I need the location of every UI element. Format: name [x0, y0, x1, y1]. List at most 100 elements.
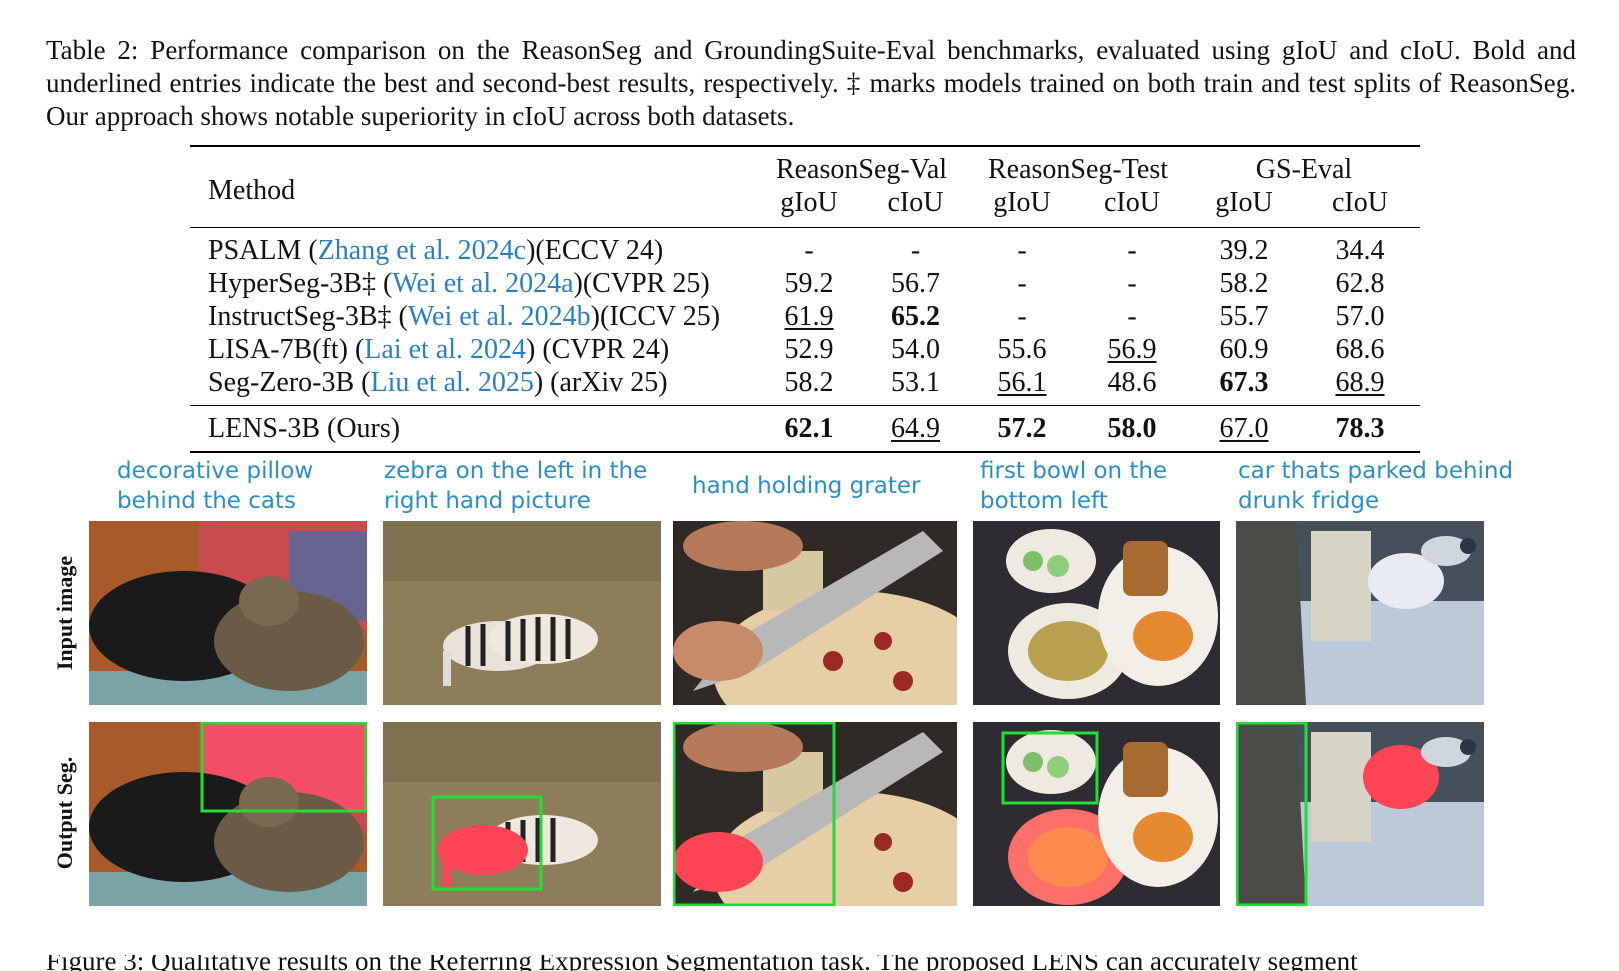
query-label-4: first bowl on the bottom left — [980, 458, 1168, 514]
cell-value: 65.2 — [891, 301, 940, 332]
table-cell: 55.7 — [1188, 300, 1300, 333]
cell-value: 58.0 — [1107, 413, 1157, 444]
cell-value: 59.2 — [784, 268, 834, 299]
method-name: LENS-3B (Ours) — [190, 405, 755, 453]
subheader: gIoU — [993, 187, 1051, 218]
cell-value: 56.9 — [1107, 334, 1157, 365]
method-name: HyperSeg-3B‡ (Wei et al. 2024a)(CVPR 25) — [190, 267, 755, 300]
table-cell: 68.6 — [1300, 333, 1420, 366]
cell-value: 78.3 — [1335, 413, 1385, 444]
subheader: gIoU — [780, 187, 838, 218]
method-name: Seg-Zero-3B (Liu et al. 2025) (arXiv 25) — [190, 366, 755, 406]
cell-value: 34.4 — [1335, 235, 1385, 266]
table-cell: 54.0 — [863, 333, 968, 366]
table-cell: 68.9 — [1300, 366, 1420, 406]
cell-value: 57.2 — [997, 413, 1047, 444]
output-image-street — [1236, 722, 1484, 906]
output-image-grater — [673, 722, 957, 906]
input-image-bowls — [973, 521, 1220, 705]
subheader: gIoU — [1215, 187, 1273, 218]
table-cell: 58.0 — [1076, 405, 1188, 453]
method-label: InstructSeg-3B‡ ( — [208, 301, 408, 332]
table-cell: 67.3 — [1188, 366, 1300, 406]
cell-value: 53.1 — [891, 367, 940, 398]
input-image-grater — [673, 521, 957, 705]
query-label-1: decorative pillow behind the cats — [117, 458, 314, 514]
table-cell: 57.2 — [968, 405, 1076, 453]
cell-value: 57.0 — [1335, 301, 1385, 332]
cell-value: 55.6 — [997, 334, 1047, 365]
output-image-bowls — [973, 722, 1220, 906]
group-header-gs-eval: GS-Eval — [1188, 145, 1420, 186]
cell-value: 68.9 — [1335, 367, 1385, 398]
table-cell: - — [968, 300, 1076, 333]
table-cell: 56.9 — [1076, 333, 1188, 366]
table-cell: 67.0 — [1188, 405, 1300, 453]
table-cell: 61.9 — [755, 300, 863, 333]
query-labels: decorative pillow behind the cats zebra … — [0, 458, 1619, 540]
cell-value: - — [1127, 235, 1137, 266]
cell-value: 60.9 — [1219, 334, 1269, 365]
method-header: Method — [190, 145, 755, 228]
output-image-zebras — [383, 722, 661, 906]
query-label-2: zebra on the left in the right hand pict… — [384, 458, 648, 514]
citation-link[interactable]: Wei et al. 2024b — [407, 301, 591, 332]
venue-label: ) (arXiv 25) — [533, 367, 668, 398]
venue-label: )(CVPR 25) — [573, 268, 710, 299]
cell-value: 68.6 — [1335, 334, 1385, 365]
method-label: HyperSeg-3B‡ ( — [208, 268, 393, 299]
cell-value: 67.3 — [1219, 367, 1269, 398]
table-cell: 62.8 — [1300, 267, 1420, 300]
table-row: InstructSeg-3B‡ (Wei et al. 2024b)(ICCV … — [190, 300, 1420, 333]
figure-caption: Figure 3: Qualitative results on the Ref… — [46, 955, 1358, 971]
table-cell: 58.2 — [1188, 267, 1300, 300]
results-table: Method ReasonSeg-Val ReasonSeg-Test GS-E… — [190, 145, 1420, 453]
table-cell: - — [1076, 267, 1188, 300]
table-cell: 48.6 — [1076, 366, 1188, 406]
input-image-zebras — [383, 521, 661, 705]
method-name: PSALM (Zhang et al. 2024c)(ECCV 24) — [190, 227, 755, 267]
table-cell: - — [1076, 227, 1188, 267]
table-row: Seg-Zero-3B (Liu et al. 2025) (arXiv 25)… — [190, 366, 1420, 406]
table-cell: 53.1 — [863, 366, 968, 406]
table-cell: 56.7 — [863, 267, 968, 300]
table-cell: 39.2 — [1188, 227, 1300, 267]
cell-value: 56.7 — [891, 268, 940, 299]
cell-value: 55.7 — [1219, 301, 1269, 332]
table-cell: 58.2 — [755, 366, 863, 406]
table-cell: - — [755, 227, 863, 267]
citation-link[interactable]: Lai et al. 2024 — [364, 334, 527, 365]
output-image-cats — [89, 722, 367, 906]
cell-value: 54.0 — [891, 334, 940, 365]
citation-link[interactable]: Zhang et al. 2024c — [317, 235, 527, 266]
table-cell: 52.9 — [755, 333, 863, 366]
group-header-reasonseg-val: ReasonSeg-Val — [755, 145, 968, 186]
method-label: PSALM ( — [208, 235, 318, 266]
cell-value: 62.1 — [784, 413, 834, 444]
cell-value: - — [1127, 301, 1137, 332]
venue-label: )(ICCV 25) — [590, 301, 721, 332]
table-cell: 55.6 — [968, 333, 1076, 366]
method-label: LISA-7B(ft) ( — [208, 334, 365, 365]
venue-label: )(ECCV 24) — [526, 235, 664, 266]
cell-value: 58.2 — [784, 367, 834, 398]
citation-link[interactable]: Wei et al. 2024a — [392, 268, 574, 299]
method-label: LENS-3B (Ours) — [208, 413, 401, 444]
cell-value: 39.2 — [1219, 235, 1269, 266]
citation-link[interactable]: Liu et al. 2025 — [370, 367, 534, 398]
query-label-3: hand holding grater — [692, 473, 921, 499]
method-name: LISA-7B(ft) (Lai et al. 2024) (CVPR 24) — [190, 333, 755, 366]
input-image-street — [1236, 521, 1484, 705]
cell-value: 48.6 — [1107, 367, 1157, 398]
table-row-ours: LENS-3B (Ours) 62.1 64.9 57.2 58.0 67.0 78.3 — [190, 405, 1420, 453]
table-cell: 65.2 — [863, 300, 968, 333]
cell-value: - — [804, 235, 814, 266]
row-label-input: Input image — [52, 555, 77, 671]
table-cell: 56.1 — [968, 366, 1076, 406]
table-cell: 78.3 — [1300, 405, 1420, 453]
cell-value: - — [1017, 235, 1027, 266]
method-label: Seg-Zero-3B ( — [208, 367, 371, 398]
cell-value: 62.8 — [1335, 268, 1385, 299]
cell-value: 56.1 — [997, 367, 1047, 398]
row-label-output: Output Seg. — [52, 756, 77, 870]
